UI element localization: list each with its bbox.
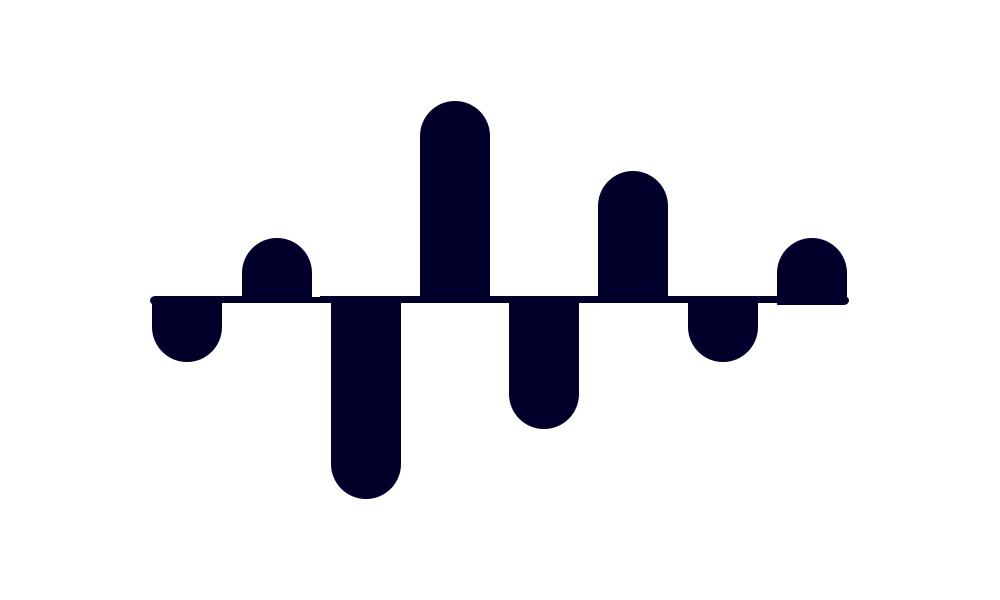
waveform-bar	[509, 300, 579, 429]
waveform-gap	[222, 303, 331, 306]
waveform-gap	[312, 294, 320, 297]
waveform-bar	[152, 300, 222, 362]
waveform-gap	[579, 303, 688, 306]
waveform-bar	[420, 101, 490, 300]
waveform-bar	[598, 171, 668, 300]
waveform-baseline	[150, 296, 849, 305]
waveform-bar	[688, 300, 758, 362]
waveform-bar	[777, 238, 847, 300]
waveform-gap	[401, 303, 509, 306]
waveform-bar	[242, 238, 312, 300]
waveform-bar	[331, 300, 401, 499]
waveform-gap	[758, 303, 777, 306]
